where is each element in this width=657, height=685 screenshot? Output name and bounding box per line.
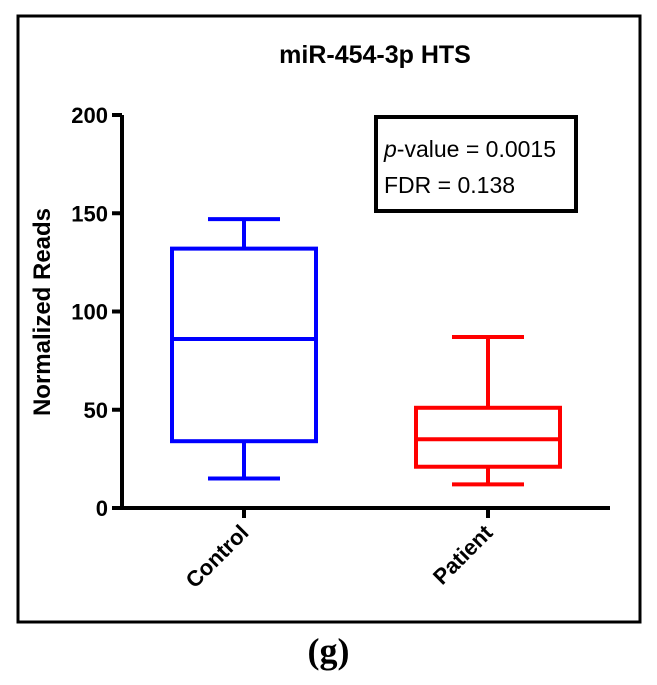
y-tick-label: 200 — [71, 103, 108, 128]
y-axis: 0 50 100 150 200 — [71, 103, 124, 521]
y-axis-label: Normalized Reads — [29, 208, 56, 416]
box-series — [170, 217, 562, 487]
stats-annotation-box: p-value = 0.0015 FDR = 0.138 — [374, 115, 578, 213]
y-tick-label: 50 — [84, 398, 108, 423]
p-value-italic: p — [383, 136, 397, 162]
figure-caption: (g) — [307, 631, 350, 671]
y-tick-label: 100 — [71, 300, 108, 325]
p-value-text: p-value = 0.0015 — [383, 136, 556, 162]
y-tick-label: 150 — [71, 201, 108, 226]
y-tick-label: 0 — [96, 496, 108, 521]
iqr-box — [170, 246, 318, 444]
annotation-border — [374, 115, 578, 213]
x-axis: Control Patient — [120, 506, 610, 593]
x-tick-label: Control — [181, 520, 254, 593]
p-value-rest: -value = 0.0015 — [397, 136, 556, 162]
chart-title: miR-454-3p HTS — [279, 41, 471, 69]
fdr-text: FDR = 0.138 — [384, 172, 515, 198]
x-tick-label: Patient — [428, 519, 498, 589]
figure-frame — [16, 14, 642, 624]
box-patient — [414, 335, 562, 487]
box-control — [170, 217, 318, 481]
